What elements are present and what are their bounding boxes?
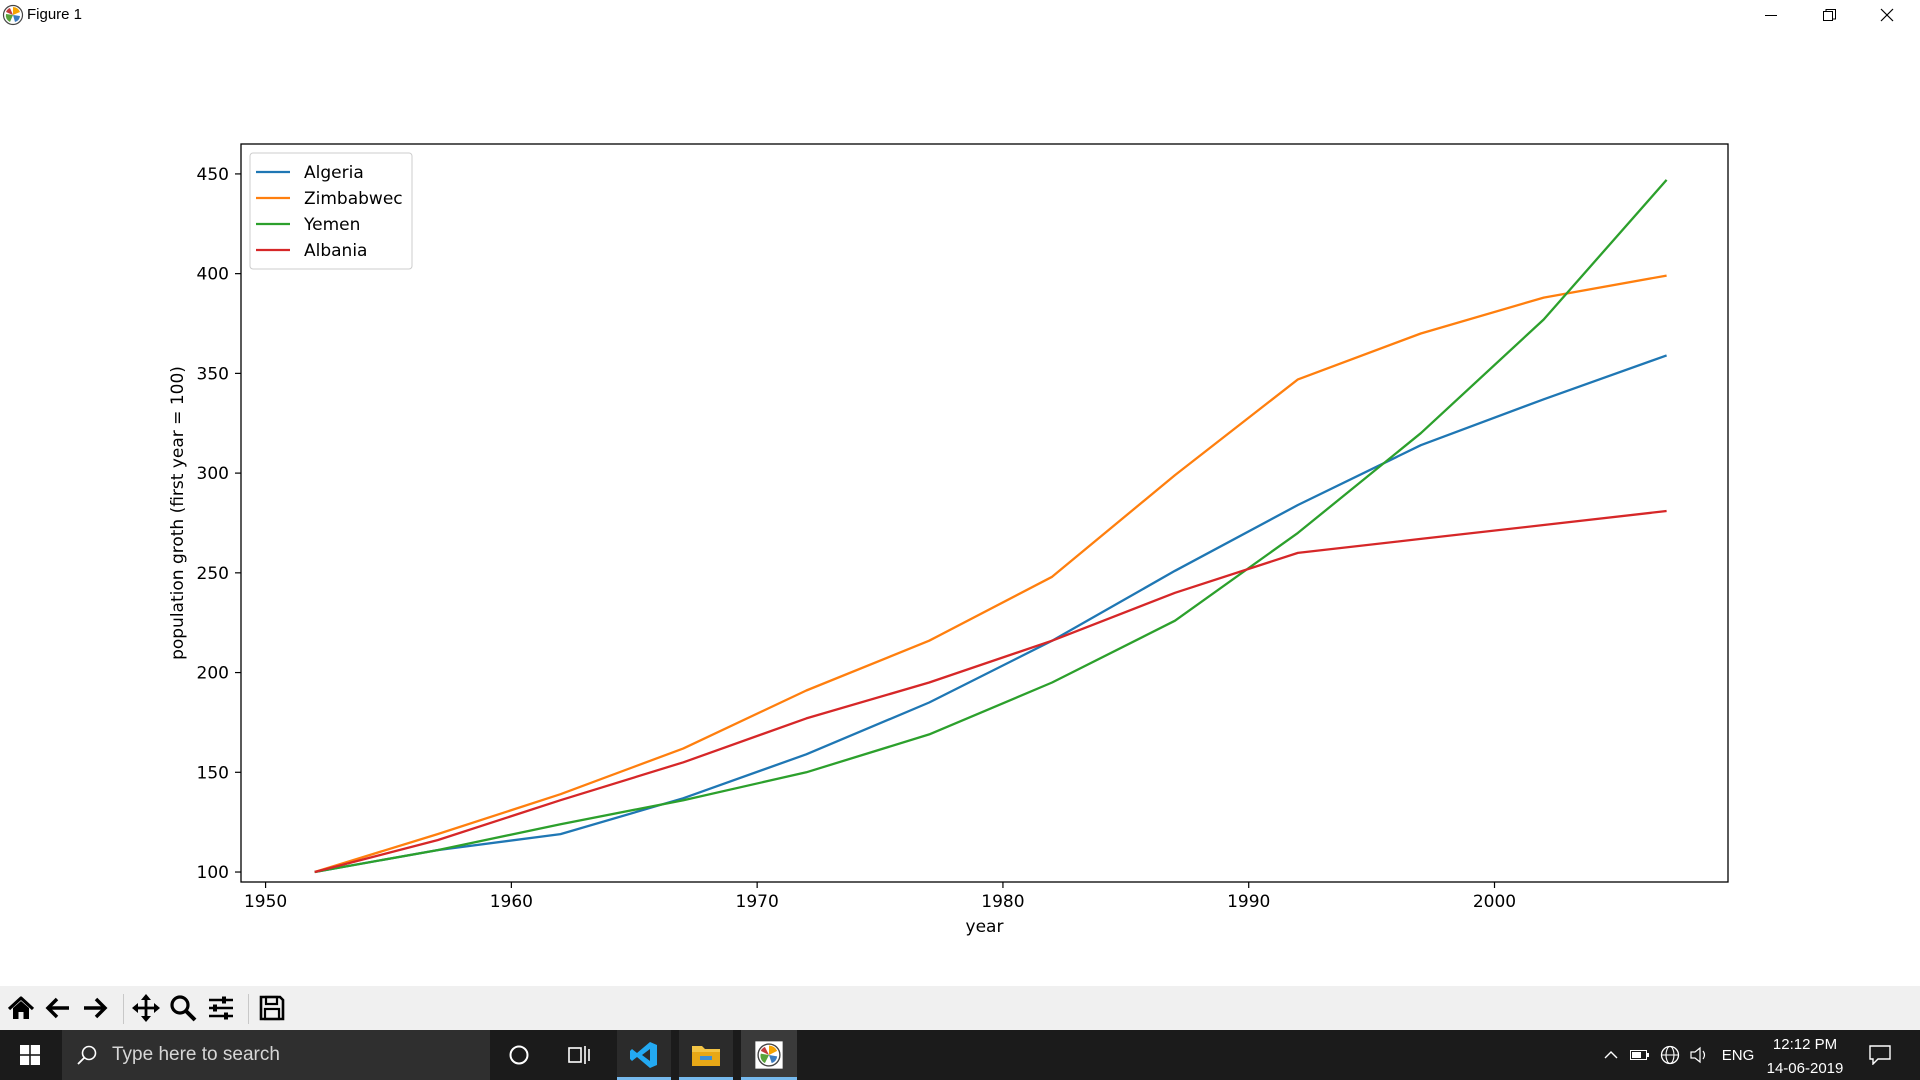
home-button[interactable] [4, 991, 38, 1025]
matplotlib-icon [755, 1041, 783, 1069]
pan-icon [132, 994, 160, 1022]
y-axis-label: population groth (first year = 100) [168, 366, 188, 660]
line-chart: 1950 1960 1970 1980 1990 2000 100 150 200 250 300 3… [168, 143, 1729, 937]
y-tick-label: 300 [197, 464, 229, 484]
minimize-icon [1765, 15, 1777, 16]
vscode-icon [630, 1042, 657, 1068]
forward-button[interactable] [78, 991, 112, 1025]
series-line-albania [314, 509, 1667, 874]
zoom-icon [170, 995, 197, 1022]
plot-frame [240, 143, 1729, 883]
y-tick-label: 200 [197, 664, 229, 684]
series-line-zimbabwec [314, 274, 1667, 874]
active-indicator [741, 1077, 797, 1080]
legend-label: Albania [304, 241, 367, 261]
clock-date: 14-06-2019 [1766, 1060, 1844, 1077]
windows-taskbar: Type here to search [0, 1030, 1920, 1080]
window-title: Figure 1 [27, 6, 83, 23]
active-indicator [679, 1077, 733, 1080]
battery-status[interactable] [1628, 1030, 1652, 1080]
search-placeholder: Type here to search [112, 1044, 280, 1065]
clock-time: 12:12 PM [1772, 1036, 1838, 1053]
pan-button[interactable] [129, 991, 163, 1025]
restore-button[interactable] [1800, 0, 1858, 30]
input-language[interactable]: ENG [1721, 1046, 1755, 1064]
forward-icon [84, 997, 108, 1019]
active-indicator [617, 1077, 671, 1080]
chevron-up-icon [1604, 1051, 1618, 1059]
home-icon [7, 996, 35, 1019]
y-tick-label: 400 [197, 265, 229, 285]
x-axis-label: year [966, 917, 1004, 937]
figure-canvas[interactable]: 1950 1960 1970 1980 1990 2000 100 150 200 250 300 3… [0, 30, 1920, 986]
zoom-button[interactable] [166, 991, 200, 1025]
navigation-toolbar [0, 986, 1920, 1030]
taskbar-app-file-explorer[interactable] [679, 1030, 733, 1080]
back-button[interactable] [41, 991, 75, 1025]
y-tick-label: 350 [197, 364, 229, 384]
close-button[interactable] [1858, 0, 1916, 30]
legend-label: Yemen [303, 215, 360, 235]
minimize-button[interactable] [1742, 0, 1800, 30]
task-view-button[interactable] [555, 1030, 603, 1080]
toolbar-separator [123, 994, 124, 1024]
save-icon [259, 995, 285, 1021]
taskbar-app-vscode[interactable] [617, 1030, 671, 1080]
speaker-icon [1690, 1046, 1706, 1064]
show-hidden-icons-button[interactable] [1600, 1030, 1622, 1080]
matplotlib-icon [2, 4, 24, 26]
network-status[interactable] [1658, 1030, 1682, 1080]
file-explorer-icon [692, 1046, 720, 1066]
configure-subplots-icon [209, 996, 233, 1020]
x-tick-label: 1990 [1227, 892, 1270, 912]
cortana-button[interactable] [495, 1030, 543, 1080]
start-button[interactable] [0, 1030, 60, 1080]
action-center-button[interactable] [1860, 1030, 1900, 1080]
x-tick-label: 1960 [490, 892, 533, 912]
close-icon [1880, 8, 1894, 22]
legend-label: Algeria [304, 163, 364, 183]
x-tick-label: 1980 [981, 892, 1024, 912]
x-tick-label: 1970 [736, 892, 779, 912]
taskbar-app-matplotlib[interactable] [741, 1030, 797, 1080]
clock[interactable]: 12:12 PM 14-06-2019 [1762, 1030, 1848, 1080]
toolbar-separator [248, 994, 249, 1024]
window-titlebar: Figure 1 [0, 0, 1920, 31]
task-view-icon [568, 1046, 590, 1064]
configure-subplots-button[interactable] [204, 991, 238, 1025]
battery-icon [1630, 1050, 1649, 1060]
globe-icon [1660, 1045, 1680, 1065]
restore-icon [1822, 8, 1836, 21]
legend-label: Zimbabwec [304, 189, 403, 209]
y-tick-label: 450 [197, 165, 229, 185]
taskbar-search-box[interactable]: Type here to search [62, 1030, 490, 1080]
y-tick-label: 250 [197, 564, 229, 584]
series-line-yemen [314, 179, 1668, 874]
legend-box [249, 152, 413, 270]
cortana-icon [509, 1045, 529, 1065]
notification-icon [1869, 1045, 1891, 1065]
x-tick-label: 2000 [1473, 892, 1516, 912]
save-button[interactable] [255, 991, 289, 1025]
series-line-algeria [314, 354, 1667, 874]
back-icon [45, 997, 69, 1019]
search-icon [77, 1045, 97, 1065]
volume-control[interactable] [1688, 1030, 1712, 1080]
x-tick-label: 1950 [244, 892, 287, 912]
y-tick-label: 100 [197, 863, 229, 883]
y-tick-label: 150 [197, 763, 229, 783]
windows-logo-icon [20, 1045, 40, 1065]
